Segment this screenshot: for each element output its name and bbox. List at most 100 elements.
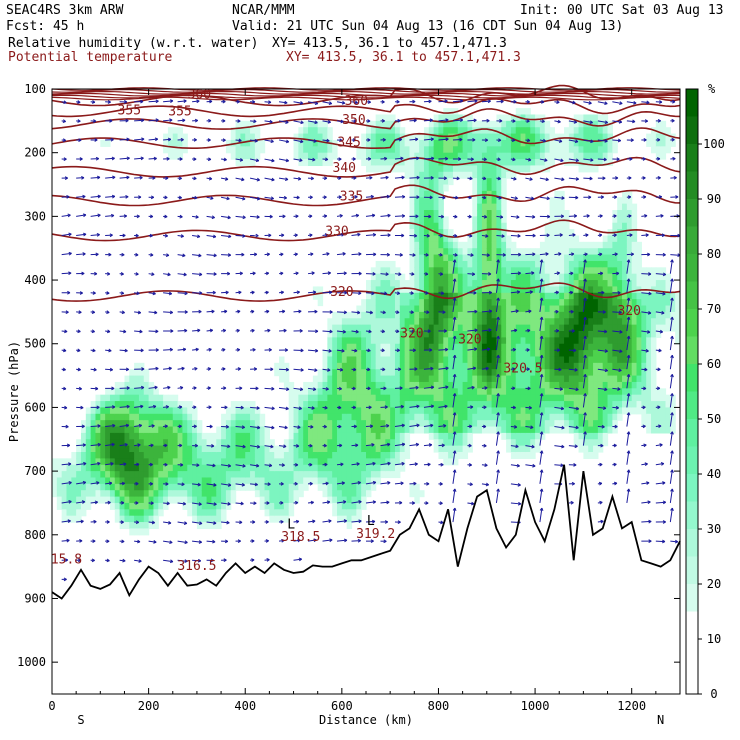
rh-cell — [90, 458, 97, 466]
rh-cell — [423, 286, 430, 294]
rh-cell — [501, 413, 507, 421]
rh-cell — [646, 343, 652, 351]
rh-cell — [539, 267, 546, 275]
rh-cell — [520, 375, 527, 383]
rh-cell — [554, 235, 560, 243]
rh-cell — [158, 432, 164, 440]
rh-cell — [163, 407, 169, 415]
rh-cell — [312, 471, 319, 479]
rh-cell — [438, 197, 444, 205]
rh-cell — [380, 273, 386, 281]
rh-cell — [138, 471, 145, 479]
rh-cell — [380, 114, 386, 122]
wind-arrow-head — [198, 272, 203, 277]
rh-cell — [501, 407, 507, 415]
rh-cell — [602, 139, 609, 147]
field-rh-xy: XY= 413.5, 36.1 to 457.1,471.3 — [272, 36, 507, 51]
rh-cell — [404, 139, 411, 147]
rh-cell — [457, 401, 464, 409]
rh-cell — [448, 292, 454, 300]
wind-arrow-head — [110, 213, 115, 218]
rh-cell — [409, 229, 415, 237]
rh-cell — [573, 324, 580, 332]
wind-arrow-head — [210, 196, 214, 200]
rh-cell — [573, 120, 580, 128]
rh-cell — [564, 305, 570, 313]
rh-cell — [448, 267, 454, 275]
rh-cell — [626, 235, 633, 243]
rh-cell — [607, 152, 613, 160]
wind-arrow-head — [311, 406, 315, 410]
rh-cell — [153, 432, 159, 440]
rh-cell — [660, 292, 667, 300]
rh-cell — [573, 133, 580, 141]
rh-cell — [332, 401, 338, 409]
rh-cell — [617, 318, 623, 326]
wind-arrow — [293, 101, 304, 104]
rh-cell — [380, 471, 386, 479]
rh-cell — [303, 464, 309, 472]
rh-cell — [573, 401, 580, 409]
rh-cell — [337, 490, 343, 498]
rh-cell — [520, 426, 527, 434]
rh-cell — [375, 350, 382, 358]
rh-cell — [438, 299, 444, 307]
rh-cell — [481, 178, 488, 186]
rh-cell — [593, 407, 599, 415]
rh-cell — [506, 407, 512, 415]
wind-arrow — [148, 292, 156, 295]
rh-cell — [583, 369, 589, 377]
rh-cell — [491, 362, 498, 370]
rh-cell — [167, 432, 174, 440]
wind-arrow — [177, 292, 188, 295]
rh-cell — [515, 299, 522, 307]
rh-cell — [515, 420, 522, 428]
rh-cell — [380, 445, 386, 453]
rh-cell — [423, 197, 430, 205]
wind-arrow-head — [82, 213, 87, 218]
rh-cell — [370, 280, 377, 288]
rh-cell — [593, 241, 599, 249]
rh-cell — [670, 420, 676, 428]
rh-cell — [366, 483, 372, 491]
rh-cell — [481, 127, 488, 135]
rh-cell — [443, 362, 449, 370]
rh-cell — [467, 350, 473, 358]
rh-cell — [356, 420, 362, 428]
wind-arrow-head — [255, 233, 259, 238]
rh-cell — [288, 401, 295, 409]
rh-cell — [419, 190, 425, 198]
rh-cell — [617, 381, 623, 389]
rh-cell — [477, 324, 483, 332]
rh-cell — [583, 432, 589, 440]
rh-cell — [448, 152, 454, 160]
rh-cell — [597, 369, 604, 377]
rh-cell — [428, 190, 435, 198]
rh-cell — [539, 407, 546, 415]
rh-cell — [404, 452, 411, 459]
rh-cell — [636, 381, 642, 389]
rh-cell — [80, 426, 87, 434]
rh-cell — [172, 432, 179, 440]
rh-cell — [651, 407, 657, 415]
rh-cell — [390, 152, 396, 160]
rh-cell — [530, 381, 536, 389]
rh-cell — [438, 331, 444, 338]
rh-cell — [404, 133, 411, 141]
rh-cell — [655, 426, 662, 434]
rh-cell — [230, 452, 237, 459]
rh-cell — [361, 133, 367, 141]
rh-cell — [298, 139, 304, 147]
rh-cell — [462, 318, 469, 326]
rh-cell — [332, 471, 338, 479]
rh-cell — [322, 439, 328, 447]
rh-cell — [366, 133, 372, 141]
wind-arrow — [134, 405, 144, 408]
wind-arrow-head — [108, 481, 113, 486]
rh-cell — [288, 490, 295, 498]
rh-cell — [312, 292, 319, 300]
rh-cell — [593, 388, 599, 396]
rh-cell — [182, 426, 188, 434]
rh-cell — [399, 273, 406, 281]
rh-cell — [665, 286, 671, 294]
